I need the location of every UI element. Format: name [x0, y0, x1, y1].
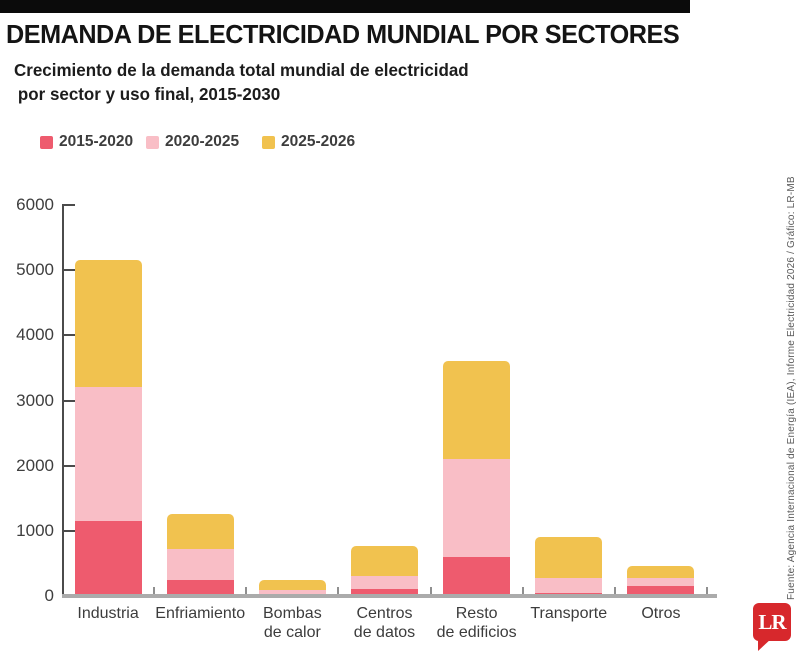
bar-segment-2020-2025 — [443, 459, 511, 557]
legend-item-2025-2026: 2025-2026 — [262, 133, 356, 151]
chart-legend: 2015-2020 2020-2025 2025-2026 — [40, 133, 356, 151]
bar-3 — [351, 545, 418, 596]
subtitle-line-1: Crecimiento de la demanda total mundial … — [14, 60, 469, 80]
bar-segment-2020-2025 — [74, 387, 142, 522]
y-tick-2000 — [64, 464, 75, 467]
legend-swatch-red — [40, 135, 53, 149]
y-tick-label-0: 0 — [44, 586, 54, 605]
bar-segment-2025-2026 — [627, 566, 695, 578]
bar-segment-2015-2020 — [351, 589, 418, 596]
y-tick-label-4000: 4000 — [16, 325, 54, 345]
x-axis-baseline — [62, 594, 717, 598]
x-category-label-5: Transporte — [530, 605, 608, 622]
bar-segment-2015-2020 — [74, 521, 142, 596]
x-category-label-2: Bombas de calor — [263, 605, 322, 642]
plot-area: Industria Enfriamiento Bombas de calor Cent… — [62, 204, 708, 641]
y-tick-3000 — [64, 399, 75, 402]
legend-item-2015-2020: 2015-2020 — [40, 133, 134, 151]
x-category-label-1: Enfriamiento — [155, 605, 246, 622]
x-boundary-tick-2 — [245, 587, 248, 596]
y-tick-5000 — [64, 269, 75, 272]
legend-item-2020-2025: 2020-2025 — [146, 133, 240, 151]
lr-logo-tail — [758, 638, 772, 651]
x-boundary-tick-5 — [521, 587, 524, 596]
x-boundary-tick-3 — [337, 587, 340, 596]
x-category-label-3: Centros de datos — [353, 605, 416, 642]
y-tick-label-2000: 2000 — [16, 455, 54, 475]
bar-0 — [74, 260, 142, 596]
x-boundary-tick-end — [706, 587, 708, 596]
bar-segment-2025-2026 — [166, 513, 234, 550]
y-axis-line — [62, 204, 64, 596]
bar-segment-2020-2025 — [258, 590, 326, 595]
y-tick-label-3000: 3000 — [16, 390, 54, 410]
bar-segment-2015-2020 — [627, 586, 695, 596]
x-boundary-tick-4 — [429, 587, 432, 596]
bar-segment-2025-2026 — [258, 579, 326, 591]
bar-segment-2020-2025 — [351, 576, 418, 590]
lr-logo: LR — [753, 603, 791, 651]
x-category-label-4: Resto de edificios — [436, 605, 517, 642]
page-title: DEMANDA DE ELECTRICIDAD MUNDIAL POR SECT… — [6, 19, 680, 49]
y-axis-labels: 0 1000 2000 3000 4000 5000 6000 — [0, 195, 54, 605]
bar-1 — [166, 513, 234, 596]
bar-segment-2015-2020 — [166, 579, 234, 596]
bar-segment-2025-2026 — [443, 361, 511, 460]
y-tick-label-6000: 6000 — [16, 195, 54, 214]
y-tick-label-1000: 1000 — [16, 520, 54, 540]
bar-segment-2020-2025 — [535, 577, 603, 593]
bar-6 — [627, 566, 695, 596]
legend-label: 2015-2020 — [59, 133, 134, 150]
lr-logo-box: LR — [753, 603, 791, 641]
bar-5 — [535, 536, 603, 596]
bar-segment-2020-2025 — [166, 549, 234, 580]
bar-segment-2020-2025 — [627, 577, 695, 587]
y-tick-1000 — [64, 529, 75, 532]
subtitle-line-2: por sector y uso final, 2015-2030 — [17, 83, 281, 104]
y-tick-label-5000: 5000 — [16, 260, 54, 280]
bar-4 — [443, 361, 511, 596]
source-credit: Fuente: Agencia Internacional de Energía… — [786, 176, 797, 600]
x-boundary-tick-6 — [613, 587, 616, 596]
chart-subtitle: Crecimiento de la demanda total mundial … — [14, 59, 469, 106]
legend-label: 2025-2026 — [281, 133, 356, 150]
legend-swatch-pink — [146, 135, 159, 149]
legend-label: 2020-2025 — [165, 133, 240, 150]
bar-segment-2015-2020 — [443, 556, 511, 596]
bar-segment-2025-2026 — [74, 260, 142, 388]
bar-segment-2025-2026 — [535, 536, 603, 578]
top-accent-bar — [0, 0, 690, 13]
x-category-label-6: Otros — [641, 605, 681, 622]
x-category-label-0: Industria — [77, 605, 139, 622]
y-tick-4000 — [64, 334, 75, 337]
x-boundary-tick-1 — [153, 587, 156, 596]
legend-swatch-yellow — [262, 135, 275, 149]
y-tick-6000 — [64, 204, 75, 206]
bar-segment-2025-2026 — [351, 545, 418, 577]
